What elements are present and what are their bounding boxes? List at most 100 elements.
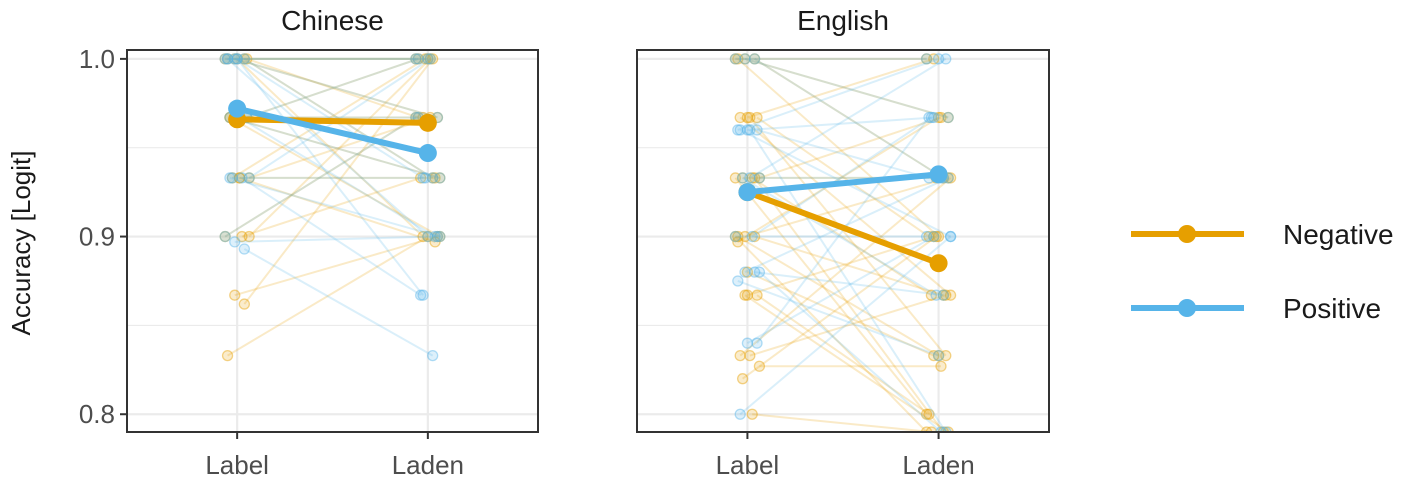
individual-line-negative [246, 57, 419, 119]
individual-point-negative [734, 349, 746, 362]
individual-line-negative [752, 413, 932, 432]
individual-line-positive [234, 235, 438, 243]
individual-point-positive [940, 426, 952, 432]
individual-point-negative [932, 349, 945, 362]
individual-point-positive [732, 124, 744, 136]
individual-point-positive [422, 53, 434, 65]
individual-point-negative [937, 426, 950, 432]
individual-line-positive [246, 57, 419, 119]
mean-series [228, 99, 437, 163]
individual-line-negative [749, 294, 947, 357]
mean-line-negative [234, 116, 431, 126]
individual-point-positive [748, 266, 761, 278]
individual-line-positive [751, 116, 932, 238]
individual-line-negative [747, 57, 935, 119]
legend-label: Positive [1283, 293, 1381, 324]
individual-point-positive [229, 53, 241, 65]
panel-background [127, 50, 538, 432]
individual-point-negative [729, 172, 742, 184]
individual-line-negative [754, 235, 944, 297]
individual-point-positive [231, 53, 243, 65]
individual-line-positive [224, 116, 417, 238]
individual-point-positive [944, 230, 957, 243]
individual-point-positive [944, 230, 957, 243]
mean-line-positive [744, 171, 942, 196]
individual-point-negative [219, 53, 231, 65]
individual-line-negative [744, 176, 949, 238]
individual-line-negative [243, 58, 434, 305]
legend-item-negative: Negative [1131, 219, 1394, 250]
individual-point-positive [932, 53, 945, 65]
individual-line-negative [756, 116, 930, 238]
individual-line-negative [737, 235, 940, 357]
individual-line-negative [737, 116, 940, 243]
individual-point-positive [744, 124, 756, 136]
individual-point-positive [224, 172, 236, 184]
individual-point-negative [732, 236, 744, 248]
individual-trajectories [729, 53, 957, 432]
individual-line-negative [744, 57, 949, 119]
individual-point-positive [932, 349, 945, 362]
individual-line-negative [754, 58, 944, 179]
individual-point-negative [944, 289, 957, 301]
individual-point-positive [431, 230, 444, 243]
individual-point-positive [741, 337, 754, 349]
individual-point-positive [417, 289, 429, 301]
individual-line-positive [748, 129, 947, 432]
individual-point-positive [238, 53, 250, 65]
individual-point-positive [410, 53, 422, 65]
individual-line-positive [742, 177, 937, 297]
individual-point-negative [221, 53, 234, 65]
x-tick-label: Label [716, 450, 780, 480]
individual-point-negative [748, 172, 761, 184]
individual-point-negative [920, 426, 933, 432]
mean-line-positive [234, 105, 431, 157]
individual-point-negative [739, 289, 751, 301]
individual-line-negative [753, 177, 945, 432]
mean-point-positive [738, 183, 757, 202]
individual-point-positive [930, 289, 942, 301]
individual-point-positive [221, 53, 234, 65]
mean-point-negative [929, 254, 948, 273]
individual-point-positive [739, 53, 751, 65]
individual-line-negative [227, 235, 429, 357]
individual-point-positive [937, 289, 950, 301]
individual-point-negative [928, 53, 940, 65]
individual-point-negative [734, 111, 746, 124]
individual-point-negative [422, 53, 434, 65]
individual-line-negative [747, 235, 935, 297]
individual-point-negative [751, 111, 763, 124]
individual-line-positive [739, 235, 952, 415]
individual-point-positive [422, 230, 434, 243]
mean-series [738, 165, 948, 273]
legend-key-point [1178, 299, 1196, 317]
individual-point-negative [221, 349, 234, 362]
mean-point-positive [228, 99, 247, 118]
individual-point-positive [748, 53, 761, 65]
individual-line-negative [749, 116, 947, 357]
individual-point-positive [427, 172, 439, 184]
individual-point-positive [753, 172, 766, 184]
individual-line-negative [229, 116, 441, 238]
individual-point-negative [243, 172, 255, 184]
individual-point-negative [233, 172, 246, 184]
individual-point-negative [741, 289, 754, 301]
individual-point-negative [434, 172, 446, 184]
individual-point-negative [744, 349, 756, 362]
individual-point-positive [751, 124, 763, 136]
individual-line-negative [759, 116, 942, 179]
individual-point-negative [417, 230, 429, 243]
individual-point-positive [415, 289, 427, 301]
individual-line-negative [744, 294, 949, 432]
individual-line-positive [756, 128, 930, 179]
individual-point-negative [920, 408, 933, 420]
individual-line-negative [234, 235, 438, 297]
individual-point-positive [424, 53, 436, 65]
y-axis-label: Accuracy [Logit] [6, 151, 36, 336]
individual-point-negative [429, 172, 441, 184]
individual-point-positive [417, 172, 429, 184]
individual-point-negative [746, 408, 758, 420]
y-tick-label: 0.9 [79, 222, 115, 252]
individual-point-negative [410, 53, 422, 65]
individual-point-negative [427, 172, 439, 184]
